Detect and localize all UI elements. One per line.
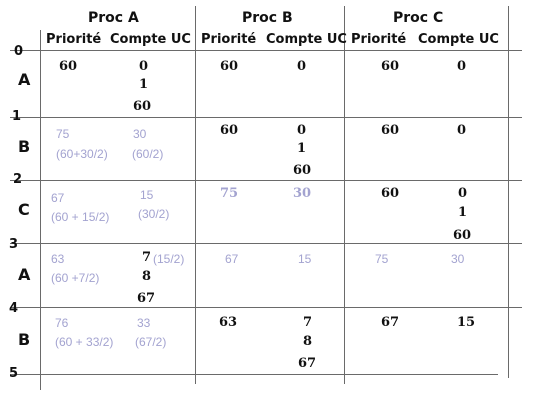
time-tick: 2 bbox=[13, 172, 23, 187]
proc-b-cpu-count: 30 bbox=[293, 186, 312, 201]
proc-b-priority: 67 bbox=[225, 252, 239, 266]
proc-a-cpu-count: 60 bbox=[133, 99, 152, 114]
proc-c-header: Proc C bbox=[393, 10, 444, 26]
proc-a-priority: 63 bbox=[51, 252, 65, 266]
proc-c-priority: 75 bbox=[375, 252, 389, 266]
col-divider-right bbox=[508, 6, 509, 378]
proc-b-cpu-count: 8 bbox=[303, 334, 313, 349]
proc-a-cpu-count: 33 bbox=[137, 316, 151, 330]
proc-a-cpu-formula: (15/2) bbox=[153, 252, 185, 266]
proc-b-cpu-count: 1 bbox=[297, 141, 307, 156]
proc-b-cpu-count: 60 bbox=[293, 163, 312, 178]
time-axis bbox=[40, 30, 41, 390]
proc-a-priority-formula: (60 + 15/2) bbox=[51, 210, 110, 224]
proc-c-priority: 60 bbox=[381, 123, 400, 138]
proc-a-cpu-count: 7 bbox=[142, 250, 152, 265]
proc-a-cpu-count: 15 bbox=[140, 188, 154, 202]
proc-a-priority: 67 bbox=[51, 191, 65, 205]
row-rule-3 bbox=[10, 243, 522, 244]
proc-b-cpu-count: 67 bbox=[298, 356, 317, 371]
proc-c-priority: 60 bbox=[381, 186, 400, 201]
proc-b-priority: 75 bbox=[220, 186, 239, 201]
proc-a-cpu-formula: (60/2) bbox=[132, 147, 164, 161]
proc-a-priority-formula: (60+30/2) bbox=[56, 147, 108, 161]
proc-b-priority: 63 bbox=[219, 315, 238, 330]
priority-header-c: Priorité bbox=[351, 32, 407, 47]
col-divider-a-b bbox=[195, 6, 196, 384]
proc-c-cpu-count: 60 bbox=[453, 228, 472, 243]
col-divider-b-c bbox=[344, 6, 345, 384]
proc-a-cpu-count: 67 bbox=[137, 291, 156, 306]
proc-b-priority: 60 bbox=[220, 123, 239, 138]
proc-a-priority: 60 bbox=[59, 59, 78, 74]
running-process-label: C bbox=[18, 200, 30, 219]
proc-a-header: Proc A bbox=[88, 10, 139, 26]
time-tick: 1 bbox=[12, 109, 22, 124]
proc-b-cpu-count: 0 bbox=[297, 59, 307, 74]
proc-b-header: Proc B bbox=[242, 10, 293, 26]
proc-c-cpu-count: 1 bbox=[458, 205, 468, 220]
priority-header-b: Priorité bbox=[201, 32, 257, 47]
proc-b-cpu-count: 7 bbox=[303, 315, 313, 330]
proc-b-cpu-count: 15 bbox=[298, 252, 312, 266]
cpu-header-c: Compte UC bbox=[418, 32, 499, 47]
time-tick: 4 bbox=[9, 301, 19, 316]
time-tick: 0 bbox=[14, 44, 24, 59]
priority-header-a: Priorité bbox=[46, 32, 102, 47]
proc-b-priority: 60 bbox=[220, 59, 239, 74]
cpu-header-b: Compte UC bbox=[266, 32, 347, 47]
proc-a-priority: 76 bbox=[55, 316, 69, 330]
row-rule-1 bbox=[10, 117, 522, 118]
proc-c-priority: 67 bbox=[381, 315, 400, 330]
time-tick: 5 bbox=[9, 366, 19, 381]
running-process-label: A bbox=[18, 265, 31, 284]
proc-a-priority-formula: (60 + 33/2) bbox=[55, 335, 114, 349]
proc-c-cpu-count: 30 bbox=[451, 252, 465, 266]
proc-c-cpu-count: 0 bbox=[458, 186, 468, 201]
proc-a-priority-formula: (60 +7/2) bbox=[51, 271, 100, 285]
proc-a-cpu-formula: (67/2) bbox=[135, 335, 167, 349]
proc-a-cpu-formula: (30/2) bbox=[138, 207, 170, 221]
proc-c-priority: 60 bbox=[381, 59, 400, 74]
cpu-header-a: Compte UC bbox=[110, 32, 191, 47]
proc-c-cpu-count: 15 bbox=[457, 315, 476, 330]
proc-a-cpu-count: 1 bbox=[139, 77, 149, 92]
proc-c-cpu-count: 0 bbox=[457, 123, 467, 138]
running-process-label: B bbox=[18, 137, 31, 156]
row-rule-2 bbox=[10, 180, 522, 181]
running-process-label: B bbox=[18, 330, 31, 349]
row-rule-4 bbox=[10, 307, 522, 308]
header-rule bbox=[10, 50, 522, 51]
proc-a-priority: 75 bbox=[56, 127, 70, 141]
proc-a-cpu-count: 8 bbox=[142, 269, 152, 284]
proc-a-cpu-count: 0 bbox=[139, 59, 149, 74]
proc-a-cpu-count: 30 bbox=[133, 127, 147, 141]
proc-b-cpu-count: 0 bbox=[297, 123, 307, 138]
time-tick: 3 bbox=[9, 237, 19, 252]
row-rule-5 bbox=[10, 374, 498, 375]
proc-c-cpu-count: 0 bbox=[457, 59, 467, 74]
running-process-label: A bbox=[18, 70, 31, 89]
